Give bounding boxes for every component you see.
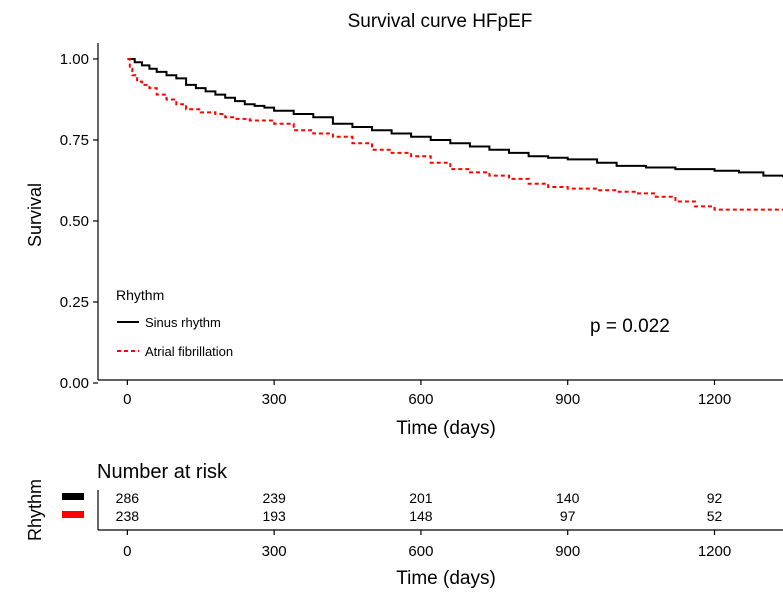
risk-table-cell: 193 bbox=[262, 508, 286, 524]
risk-table-values: 286 239 201 140 92 238 193 148 97 52 bbox=[116, 490, 723, 524]
y-axis-title: Survival bbox=[25, 183, 45, 247]
y-tick-label: 0.00 bbox=[60, 375, 89, 392]
risk-table-y-title: Rhythm bbox=[25, 479, 45, 541]
risk-table-cell: 52 bbox=[707, 508, 723, 524]
legend-label-sinus-rhythm: Sinus rhythm bbox=[145, 315, 221, 330]
risk-table-title: Number at risk bbox=[97, 461, 228, 483]
risk-x-tick-label: 900 bbox=[555, 543, 580, 560]
curve-atrial-fibrillation bbox=[127, 58, 783, 211]
survival-curves bbox=[127, 58, 783, 211]
x-tick-label: 300 bbox=[262, 391, 287, 408]
y-tick-label: 0.25 bbox=[60, 294, 89, 311]
risk-table-cell: 97 bbox=[560, 508, 576, 524]
x-axis-ticks: 0 300 600 900 1200 bbox=[123, 380, 731, 408]
risk-table-cell: 148 bbox=[409, 508, 433, 524]
risk-table-cell: 238 bbox=[116, 508, 140, 524]
risk-table-cell: 201 bbox=[409, 490, 433, 506]
y-tick-label: 0.75 bbox=[60, 132, 89, 149]
legend-title: Rhythm bbox=[116, 287, 164, 303]
y-tick-label: 0.50 bbox=[60, 213, 89, 230]
risk-x-tick-label: 300 bbox=[262, 543, 287, 560]
x-tick-label: 0 bbox=[123, 391, 131, 408]
risk-table-x-ticks: 0 300 600 900 1200 bbox=[123, 530, 731, 560]
risk-x-tick-label: 0 bbox=[123, 543, 131, 560]
risk-key-atrial-fibrillation bbox=[62, 511, 84, 518]
x-tick-label: 900 bbox=[555, 391, 580, 408]
risk-x-tick-label: 1200 bbox=[698, 543, 731, 560]
risk-table-cell: 140 bbox=[556, 490, 580, 506]
x-tick-label: 1200 bbox=[698, 391, 731, 408]
risk-table-cell: 92 bbox=[707, 490, 723, 506]
risk-table-cell: 286 bbox=[116, 490, 140, 506]
y-tick-label: 1.00 bbox=[60, 51, 89, 68]
legend-label-atrial-fibrillation: Atrial fibrillation bbox=[145, 344, 233, 359]
p-value-annotation: p = 0.022 bbox=[590, 316, 670, 337]
y-axis-ticks: 0.00 0.25 0.50 0.75 1.00 bbox=[60, 51, 98, 392]
risk-table-cell: 239 bbox=[262, 490, 286, 506]
curve-sinus-rhythm bbox=[127, 58, 783, 178]
risk-x-tick-label: 600 bbox=[408, 543, 433, 560]
chart-title: Survival curve HFpEF bbox=[348, 11, 533, 32]
x-axis-title: Time (days) bbox=[396, 418, 496, 439]
x-tick-label: 600 bbox=[408, 391, 433, 408]
risk-key-sinus-rhythm bbox=[62, 493, 84, 500]
risk-table-x-axis-title: Time (days) bbox=[396, 568, 496, 589]
risk-table-strata-keys bbox=[62, 493, 84, 518]
legend: Rhythm Sinus rhythm Atrial fibrillation bbox=[116, 287, 233, 359]
